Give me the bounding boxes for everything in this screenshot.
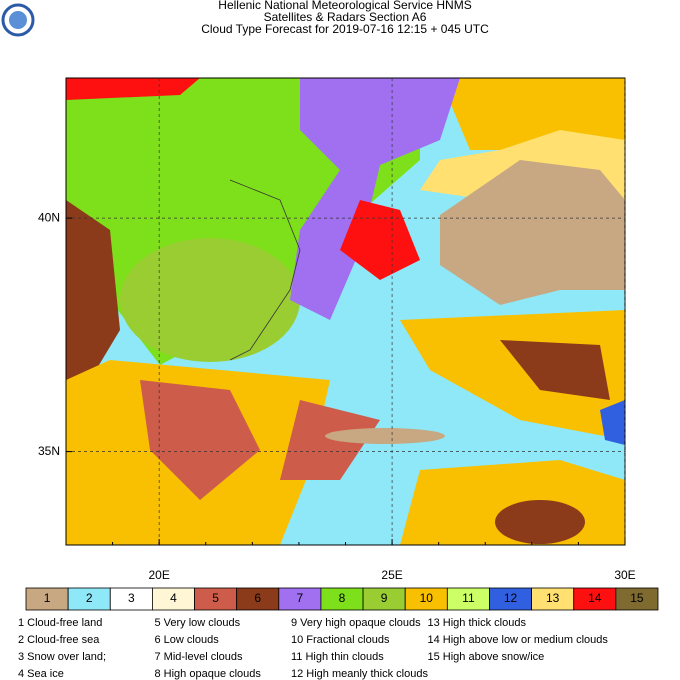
legend-key: 3 <box>128 591 135 605</box>
legend-description: 3 Snow over land; <box>18 651 106 663</box>
lat-tick-label: 40N <box>38 210 60 224</box>
legend-description: 14 High above low or medium clouds <box>428 634 609 646</box>
lat-tick-label: 35N <box>38 444 60 458</box>
legend-key: 8 <box>339 591 346 605</box>
legend-description: 5 Very low clouds <box>155 617 241 629</box>
legend-description: 15 High above snow/ice <box>428 651 545 663</box>
lon-tick-label: 20E <box>148 568 169 582</box>
lon-tick-label: 25E <box>381 568 402 582</box>
legend-key: 4 <box>170 591 177 605</box>
legend-key: 14 <box>588 591 602 605</box>
legend-key: 15 <box>630 591 644 605</box>
legend-description: 7 Mid-level clouds <box>155 651 244 663</box>
map-raster <box>66 78 625 545</box>
legend-key: 12 <box>504 591 518 605</box>
lon-tick-label: 30E <box>614 568 635 582</box>
legend-key: 2 <box>86 591 93 605</box>
logo <box>1 3 35 37</box>
legend-swatch <box>615 587 659 611</box>
legend-key: 6 <box>254 591 261 605</box>
legend-key: 1 <box>44 591 51 605</box>
title-line: Cloud Type Forecast for 2019-07-16 12:15… <box>201 22 489 36</box>
legend-description: 9 Very high opaque clouds <box>291 617 421 629</box>
legend-key: 7 <box>297 591 304 605</box>
legend-description: 13 High thick clouds <box>428 617 527 629</box>
legend-description: 12 High meanly thick clouds <box>291 668 428 680</box>
legend-description: 8 High opaque clouds <box>155 668 262 680</box>
legend-description: 11 High thin clouds <box>291 651 384 663</box>
title-line: Satellites & Radars Section A6 <box>264 10 427 24</box>
legend-key: 13 <box>546 591 560 605</box>
legend-key: 9 <box>381 591 388 605</box>
legend-key: 5 <box>212 591 219 605</box>
legend-description: 6 Low clouds <box>155 634 220 646</box>
legend-description: 2 Cloud-free sea <box>18 634 100 646</box>
legend-description: 10 Fractional clouds <box>291 634 390 646</box>
legend-description: 1 Cloud-free land <box>18 617 102 629</box>
title-line: Hellenic National Meteorological Service… <box>218 0 471 12</box>
legend-key: 10 <box>420 591 434 605</box>
legend-key: 11 <box>462 591 475 605</box>
legend-description: 4 Sea ice <box>18 668 64 680</box>
